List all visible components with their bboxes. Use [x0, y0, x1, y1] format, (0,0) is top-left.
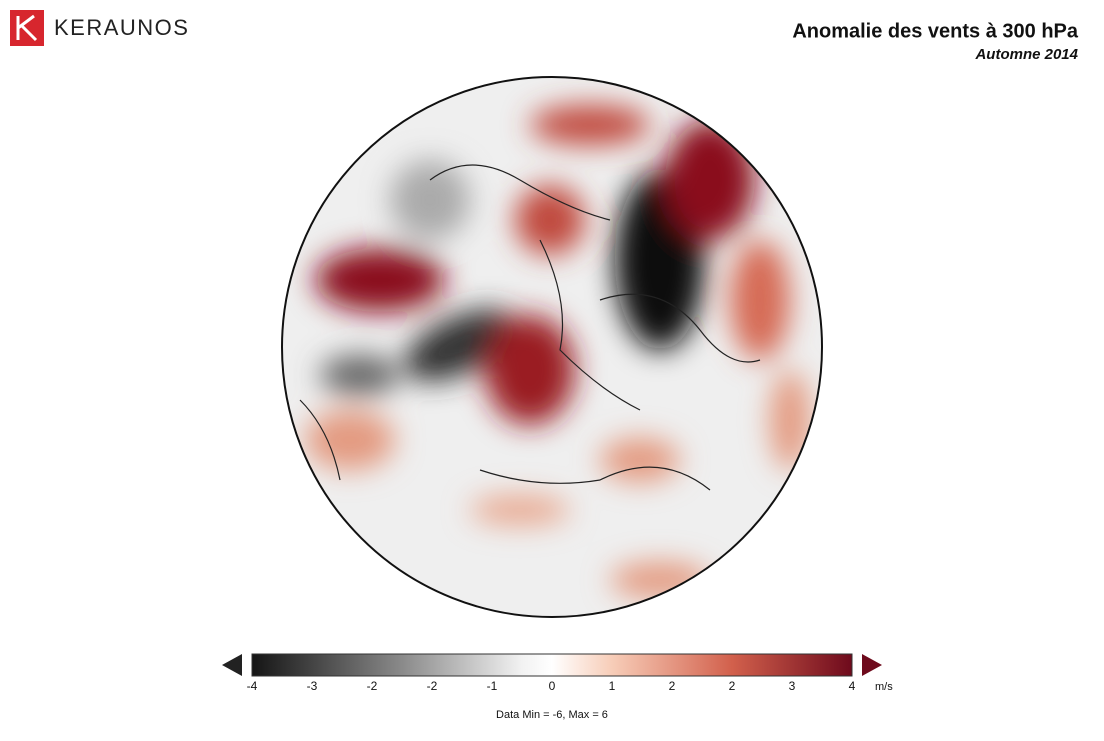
brand: KERAUNOS — [54, 15, 189, 40]
colorbar-ticks: -4 -3 -2 -2 -1 0 1 2 2 3 4 — [247, 679, 856, 693]
colorbar-min-arrow — [222, 654, 242, 676]
colorbar-tick-label: 2 — [669, 679, 676, 693]
colorbar-tick-label: 2 — [729, 679, 736, 693]
colorbar-tick-label: -2 — [427, 679, 438, 693]
colorbar-tick-label: -3 — [307, 679, 318, 693]
logo-icon — [10, 10, 44, 46]
colorbar-tick-label: 4 — [849, 679, 856, 693]
colorbar-unit: m/s — [875, 681, 893, 693]
colorbar-tick-label: 0 — [549, 679, 556, 693]
globe — [282, 77, 822, 617]
data-range-note: Data Min = -6, Max = 6 — [496, 709, 608, 721]
colorbar-max-arrow — [862, 654, 882, 676]
colorbar-tick-label: -1 — [487, 679, 498, 693]
colorbar-tick-label: -4 — [247, 679, 258, 693]
colorbar-tick-label: 1 — [609, 679, 616, 693]
colorbar — [251, 653, 853, 677]
colorbar-tick-label: -2 — [367, 679, 378, 693]
subtitle: Automne 2014 — [974, 46, 1078, 63]
title: Anomalie des vents à 300 hPa — [792, 20, 1079, 42]
logo-mark — [16, 14, 38, 42]
globe-outline — [281, 76, 823, 618]
colorbar-tick-label: 3 — [789, 679, 796, 693]
